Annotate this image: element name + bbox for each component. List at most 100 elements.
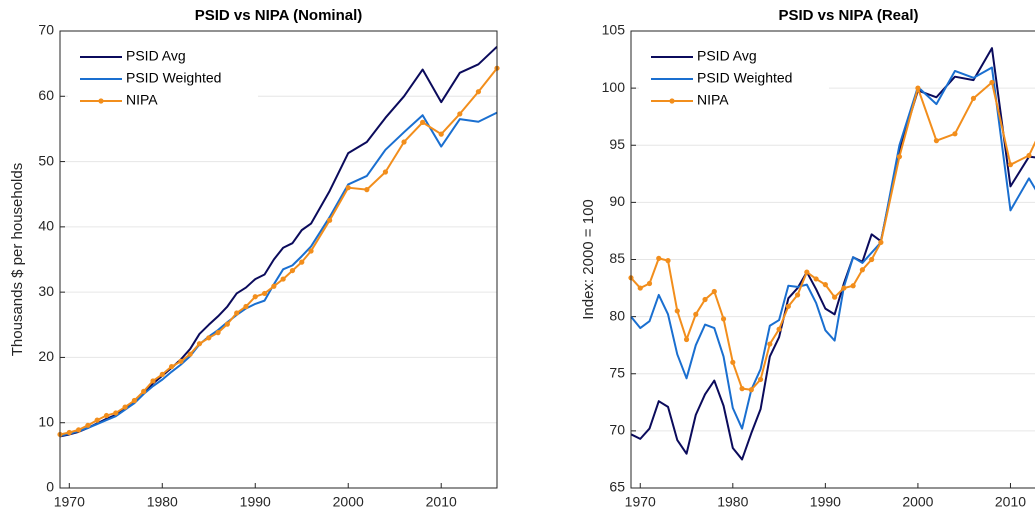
series-marker	[94, 417, 100, 423]
series-marker	[1007, 162, 1014, 168]
series-marker	[364, 187, 370, 193]
series-marker	[776, 326, 782, 332]
series-marker	[637, 285, 643, 291]
x-tick-label: 1980	[147, 494, 178, 510]
series-marker	[841, 285, 847, 291]
series-marker	[289, 267, 296, 274]
series-marker	[243, 303, 249, 310]
series-marker	[159, 371, 165, 378]
series-marker	[757, 376, 764, 383]
series-marker	[457, 111, 463, 117]
y-tick-label: 70	[609, 422, 625, 438]
series-marker	[261, 290, 268, 297]
x-tick-label: 1990	[240, 494, 271, 510]
series-marker	[150, 378, 156, 384]
series-marker	[252, 294, 258, 300]
series-marker	[122, 404, 128, 410]
series-marker	[933, 138, 940, 144]
series-marker	[813, 276, 819, 282]
series-marker	[674, 308, 680, 314]
series-marker	[271, 283, 277, 289]
series-marker	[989, 79, 995, 86]
legend-box	[639, 40, 829, 110]
x-tick-label: 2010	[995, 494, 1026, 510]
series-marker	[767, 341, 773, 347]
series-marker	[665, 258, 671, 264]
y-tick-label: 70	[38, 22, 54, 38]
legend-marker	[669, 98, 675, 104]
series-marker	[196, 341, 203, 347]
series-marker	[869, 256, 875, 263]
x-tick-label: 1980	[717, 494, 748, 510]
legend-label: PSID Avg	[126, 48, 186, 64]
plot: 0 10 20 30 40 50 60 70 1970 1980 1990 2000 2010 PSID …	[9, 7, 500, 510]
legend-label: NIPA	[697, 92, 729, 108]
series-marker	[131, 397, 137, 404]
chart-title: PSID vs NIPA (Nominal)	[195, 7, 363, 24]
x-tick-label: 1970	[54, 494, 85, 510]
series-marker	[299, 259, 305, 265]
x-tick-label: 2000	[333, 494, 364, 510]
y-tick-label: 85	[609, 250, 625, 266]
series-marker	[475, 89, 482, 95]
series-marker	[66, 429, 72, 436]
series-marker	[345, 185, 351, 191]
y-tick-label: 65	[609, 479, 625, 495]
series-marker	[850, 283, 856, 289]
series-marker	[739, 386, 745, 392]
series-marker	[215, 330, 221, 336]
y-tick-label: 105	[602, 22, 626, 38]
series-marker	[401, 139, 407, 145]
series-marker	[438, 131, 444, 137]
x-tick-label: 2010	[426, 494, 457, 510]
series-marker	[280, 276, 286, 282]
series-marker	[103, 412, 110, 419]
series-marker	[720, 316, 727, 322]
plot: 65 70 75 80 85 90 95 100 105 1970 1980 1990 2000 2010…	[580, 7, 1035, 510]
y-tick-label: 50	[38, 152, 54, 168]
series-marker	[234, 310, 240, 316]
series-marker	[970, 95, 977, 102]
y-tick-label: 75	[609, 364, 625, 380]
series-marker	[382, 169, 389, 175]
series-marker	[1026, 152, 1032, 159]
series-line	[630, 81, 1035, 391]
x-tick-label: 1990	[810, 494, 841, 510]
legend-label: PSID Avg	[697, 48, 757, 64]
legend-label: PSID Weighted	[697, 70, 792, 86]
y-tick-label: 95	[609, 136, 625, 152]
series-marker	[113, 410, 119, 416]
y-tick-label: 10	[38, 413, 54, 429]
y-axis-label: Index: 2000 = 100	[580, 199, 597, 320]
series-marker	[952, 131, 958, 137]
axes-box	[59, 30, 498, 489]
series-marker	[794, 292, 801, 298]
series-marker	[646, 280, 653, 287]
series-marker	[730, 359, 736, 365]
y-tick-label: 30	[38, 283, 54, 299]
x-tick-label: 2000	[902, 494, 933, 510]
series-marker	[168, 363, 175, 370]
y-tick-label: 20	[38, 348, 54, 364]
series-marker	[859, 267, 865, 273]
legend-label: PSID Weighted	[126, 70, 221, 86]
series-marker	[896, 154, 903, 160]
y-tick-label: 40	[38, 218, 54, 234]
series-marker	[915, 85, 921, 91]
y-tick-label: 0	[46, 479, 54, 495]
legend-label: NIPA	[126, 92, 158, 108]
series-marker	[683, 336, 690, 343]
series-marker	[711, 288, 717, 295]
x-tick-label: 1970	[625, 494, 656, 510]
series-line	[630, 47, 1035, 461]
series-marker	[206, 335, 212, 341]
axes-box	[630, 30, 1035, 489]
y-axis-label: Thousands $ per households	[9, 163, 26, 356]
series-marker	[75, 427, 82, 433]
legend-box	[68, 40, 258, 110]
y-tick-label: 60	[38, 87, 54, 103]
series-marker	[420, 119, 426, 125]
series-marker	[327, 217, 333, 223]
y-tick-label: 90	[609, 193, 625, 209]
